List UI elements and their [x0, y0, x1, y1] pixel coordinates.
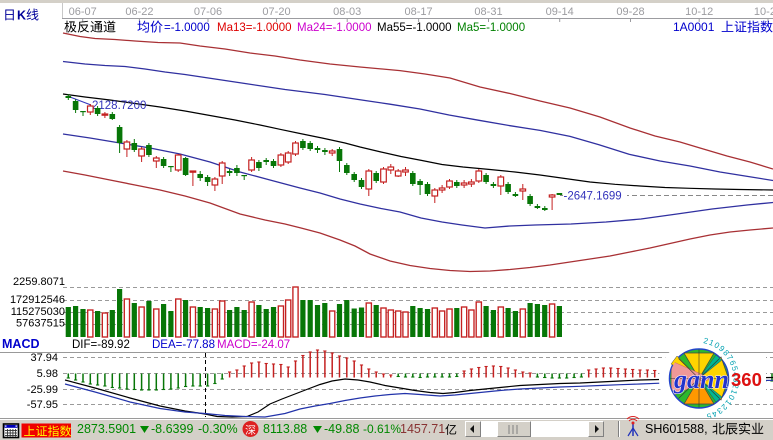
svg-text:DEA=-77.88: DEA=-77.88	[152, 339, 215, 351]
svg-text:Ma13=-1.0000: Ma13=-1.0000	[217, 22, 292, 34]
svg-text:10-26: 10-26	[754, 6, 773, 18]
svg-text:K: K	[17, 9, 26, 23]
svg-text:37.94: 37.94	[30, 352, 58, 364]
svg-text:MACD=-24.07: MACD=-24.07	[217, 339, 290, 351]
svg-text:10-12: 10-12	[685, 6, 713, 18]
svg-text:09-28: 09-28	[616, 6, 644, 18]
svg-text:8113.88: 8113.88	[263, 422, 307, 436]
svg-text:-57.95: -57.95	[27, 399, 58, 411]
svg-text:09-14: 09-14	[546, 6, 574, 18]
svg-text:360: 360	[731, 369, 762, 390]
svg-text:115275030: 115275030	[11, 306, 65, 318]
svg-text:06-22: 06-22	[125, 6, 153, 18]
svg-text:SH601588,: SH601588,	[645, 422, 708, 436]
svg-text:Ma5=-1.0000: Ma5=-1.0000	[457, 22, 525, 34]
svg-text:57637515: 57637515	[16, 318, 65, 330]
svg-text:2259.8071: 2259.8071	[13, 276, 65, 288]
svg-text:DIF=-89.92: DIF=-89.92	[72, 339, 130, 351]
svg-text:07-06: 07-06	[194, 6, 222, 18]
svg-text:-0.61%: -0.61%	[363, 422, 401, 436]
svg-text:1457.71: 1457.71	[400, 422, 445, 436]
svg-text:07-20: 07-20	[262, 6, 290, 18]
svg-text:Ma55=-1.0000: Ma55=-1.0000	[377, 22, 452, 34]
svg-text:08-03: 08-03	[333, 6, 361, 18]
svg-text:08-17: 08-17	[405, 6, 433, 18]
svg-text:Ma24=-1.0000: Ma24=-1.0000	[297, 22, 372, 34]
svg-text:08-31: 08-31	[474, 6, 502, 18]
svg-text:-25.99: -25.99	[27, 384, 58, 396]
svg-text:2873.5901: 2873.5901	[77, 422, 136, 436]
svg-text:-8.6399: -8.6399	[151, 422, 193, 436]
svg-text:1A0001: 1A0001	[673, 20, 715, 34]
svg-text:MACD: MACD	[2, 337, 40, 351]
svg-text:06-07: 06-07	[69, 6, 97, 18]
svg-text:=-1.0000: =-1.0000	[164, 22, 210, 34]
svg-text:-2647.1699: -2647.1699	[564, 191, 622, 203]
svg-text:172912546: 172912546	[10, 294, 65, 306]
svg-text:gann: gann	[673, 365, 729, 394]
svg-text:2128.7200: 2128.7200	[92, 100, 146, 112]
svg-text:-0.30%: -0.30%	[198, 422, 238, 436]
svg-text:5.98: 5.98	[37, 368, 58, 380]
svg-text:-49.88: -49.88	[324, 422, 359, 436]
